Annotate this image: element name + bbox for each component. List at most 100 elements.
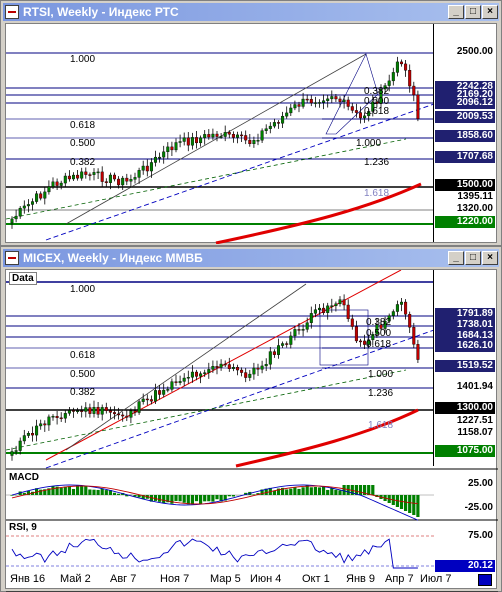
candle (22, 205, 26, 209)
candle (211, 133, 215, 138)
candle (252, 367, 256, 375)
candle (387, 315, 391, 322)
candle (158, 156, 162, 159)
maximize-button[interactable]: □ (465, 5, 481, 19)
trend-line (65, 283, 307, 451)
close-button[interactable]: × (482, 5, 498, 19)
macd-bar (416, 495, 420, 517)
minimize-button[interactable]: _ (448, 5, 464, 19)
candle (158, 390, 162, 395)
candle (10, 451, 14, 456)
macd-bar (178, 495, 182, 502)
micex-chart-window: MICEX, Weekly - Индекс ММВБ _ □ × 1.000 0… (0, 246, 502, 592)
candle (76, 410, 80, 412)
micex-price-plot[interactable]: 1.000 0.618 0.500 0.382 0.382 0.500 0.618 1.000… (5, 269, 498, 592)
candle (219, 136, 223, 138)
candle (100, 171, 104, 182)
candle (149, 162, 153, 172)
macd-bar (117, 493, 121, 495)
window-title: MICEX, Weekly - Индекс ММВБ (23, 251, 203, 265)
macd-bar (223, 495, 227, 501)
macd-bar (63, 486, 67, 495)
candle (395, 304, 399, 312)
candle (104, 407, 108, 411)
macd-bar (305, 485, 309, 495)
date-tick-label: Июн 4 (250, 573, 282, 585)
rsi-high-value: 75.00 (467, 530, 493, 541)
candle (137, 170, 141, 178)
candle (59, 182, 63, 186)
candle (67, 410, 71, 414)
fib-level-label: 0.618 (70, 350, 95, 361)
candle (408, 314, 412, 328)
fib-level-label: 1.000 (356, 138, 381, 149)
macd-bar (272, 490, 276, 495)
candle (35, 425, 39, 436)
candle (47, 186, 51, 193)
candle (14, 450, 18, 452)
candle (182, 137, 186, 142)
fib-level-label: 0.382 (70, 387, 95, 398)
candle (219, 363, 223, 368)
maximize-button[interactable]: □ (465, 251, 481, 265)
macd-bar (80, 486, 84, 495)
macd-bar (313, 486, 317, 495)
candle (76, 174, 80, 179)
candle (256, 140, 260, 142)
macd-bar (88, 489, 92, 495)
title-bar[interactable]: RTSI, Weekly - Индекс РТС _ □ × (3, 3, 499, 21)
macd-bar (358, 485, 363, 495)
candle (285, 343, 289, 345)
candle (55, 415, 59, 419)
price-label: 1626.10 (435, 340, 495, 352)
fib-level-label: 0.500 (70, 138, 95, 149)
candle (383, 85, 387, 90)
title-bar[interactable]: MICEX, Weekly - Индекс ММВБ _ □ × (3, 249, 499, 267)
candle (354, 326, 358, 342)
fib-level-label: 1.000 (70, 284, 95, 295)
candle (207, 134, 211, 138)
fib-level-label: 0.500 (70, 369, 95, 380)
macd-bar (297, 488, 301, 495)
macd-bar (100, 488, 104, 495)
candle (264, 364, 268, 367)
fib-level-label: 0.382 (366, 317, 391, 328)
rtsi-price-plot[interactable]: 1.000 0.618 0.500 0.382 0.382 0.500 0.618 1.000… (5, 23, 497, 244)
close-button[interactable]: × (482, 251, 498, 265)
minimize-button[interactable]: _ (448, 251, 464, 265)
macd-bar (330, 488, 334, 495)
candle (318, 102, 322, 104)
macd-bar (22, 492, 26, 495)
candle (71, 174, 75, 180)
scroll-corner-icon[interactable] (478, 574, 492, 586)
macd-bar (166, 495, 170, 503)
candle (342, 99, 346, 102)
macd-bar (108, 490, 112, 495)
macd-bar (71, 488, 76, 495)
candle (88, 174, 92, 176)
candle (400, 61, 404, 65)
trend-line (45, 103, 435, 241)
candle (231, 367, 235, 369)
candle (363, 115, 367, 119)
candle (117, 413, 121, 416)
candle (322, 100, 326, 103)
ema-line (6, 369, 407, 451)
candle (125, 177, 129, 182)
candle (80, 410, 84, 412)
candle (174, 142, 178, 151)
fib-level-label: 1.236 (368, 388, 393, 399)
candle (84, 407, 88, 412)
rsi-line (11, 538, 418, 569)
macd-bar (199, 495, 203, 504)
price-label: 1220.00 (435, 216, 495, 228)
candle (252, 140, 256, 145)
candle (178, 141, 182, 143)
macd-bar (363, 485, 367, 495)
macd-bar (133, 495, 137, 497)
macd-bar (186, 495, 190, 505)
date-axis: Янв 16 Май 2 Авг 7 Ноя 7 Мар 5 Июн 4 Окт 1 Янв … (10, 572, 452, 586)
candle (350, 318, 354, 327)
macd-bar (149, 495, 153, 502)
candle (14, 215, 18, 220)
